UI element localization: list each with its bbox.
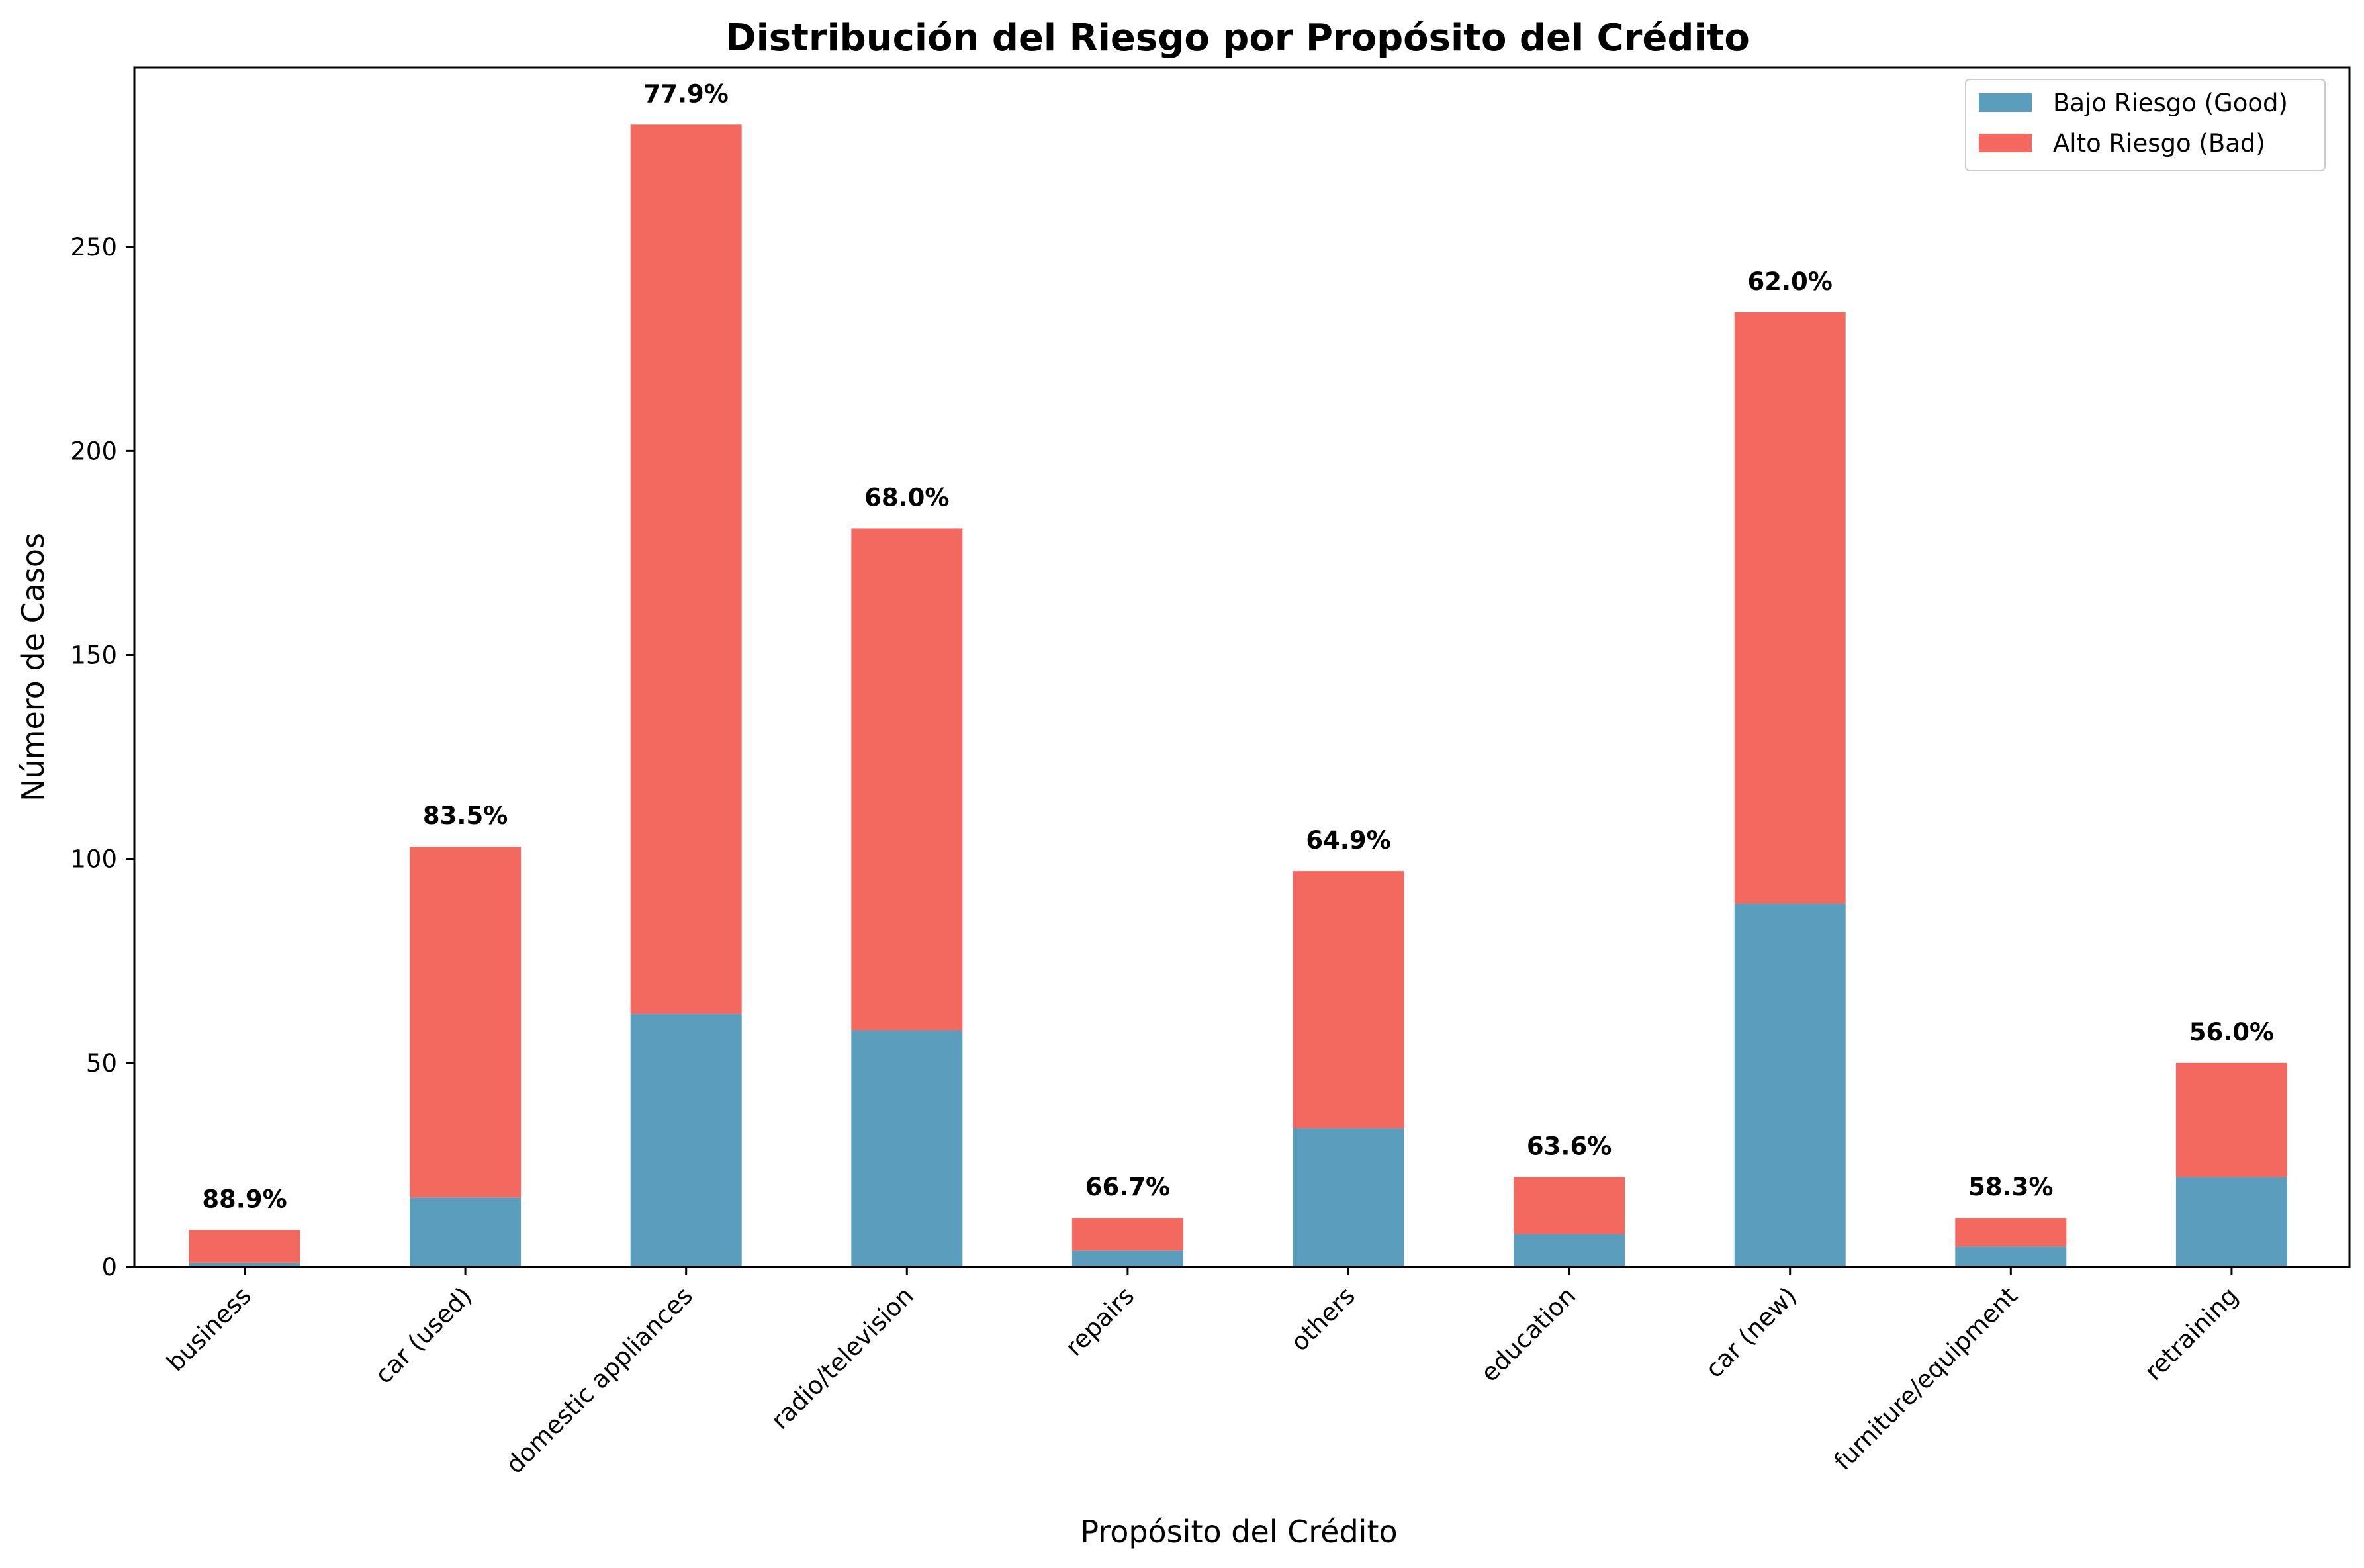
legend-swatch-good (1979, 93, 2032, 112)
bar-bad-3 (851, 528, 963, 1031)
data-label-8: 58.3% (1968, 1173, 2053, 1201)
bar-good-3 (851, 1030, 963, 1267)
data-label-6: 63.6% (1527, 1132, 1612, 1160)
data-label-0: 88.9% (202, 1185, 287, 1214)
bar-bad-8 (1955, 1218, 2067, 1247)
bar-bad-2 (630, 124, 742, 1014)
bar-good-8 (1955, 1246, 2067, 1267)
data-label-3: 68.0% (864, 483, 949, 512)
bar-bad-9 (2175, 1062, 2287, 1177)
y-tick-label-2: 100 (70, 845, 117, 874)
bar-good-5 (1293, 1128, 1404, 1267)
bar-good-2 (630, 1013, 742, 1267)
bar-good-9 (2175, 1177, 2287, 1267)
bar-bad-6 (1514, 1177, 1625, 1234)
data-label-4: 66.7% (1085, 1173, 1170, 1201)
data-label-7: 62.0% (1748, 267, 1833, 296)
y-tick-label-3: 150 (70, 641, 117, 670)
data-label-2: 77.9% (644, 79, 729, 108)
legend-label-good: Bajo Riesgo (Good) (2053, 89, 2288, 117)
data-labels-group: 88.9% 83.5% 77.9% 68.0% 66.7% 64.9% 63.6% 62.0%… (202, 79, 2274, 1213)
x-axis-label: Propósito del Crédito (1080, 1514, 1397, 1549)
bars-group (189, 124, 2287, 1267)
legend-label-bad: Alto Riesgo (Bad) (2053, 129, 2265, 158)
bar-good-7 (1734, 903, 1846, 1267)
bar-good-4 (1071, 1250, 1183, 1267)
y-axis-label: Número de Casos (15, 533, 51, 802)
data-label-1: 83.5% (423, 802, 508, 830)
bar-good-0 (189, 1262, 300, 1267)
plot-area-frame (133, 66, 2351, 1268)
bar-bad-1 (410, 847, 522, 1198)
y-tick-label-5: 250 (70, 233, 117, 261)
y-axis-ticks: 0 50 100 150 200 250 (70, 233, 134, 1281)
bar-bad-7 (1734, 312, 1846, 904)
data-label-9: 56.0% (2189, 1018, 2274, 1046)
bar-bad-0 (189, 1230, 300, 1263)
bar-bad-4 (1071, 1218, 1183, 1251)
legend-swatch-bad (1979, 134, 2032, 152)
y-tick-label-0: 0 (101, 1253, 117, 1281)
y-tick-label-4: 200 (70, 437, 117, 465)
bar-good-6 (1514, 1234, 1625, 1267)
legend: Bajo Riesgo (Good) Alto Riesgo (Bad) (1965, 79, 2326, 171)
chart-title: Distribución del Riesgo por Propósito de… (725, 17, 1750, 60)
bar-bad-5 (1293, 871, 1404, 1129)
bar-good-1 (410, 1197, 522, 1267)
y-tick-label-1: 50 (86, 1049, 117, 1078)
data-label-5: 64.9% (1306, 826, 1390, 854)
legend-frame (1965, 79, 2326, 171)
